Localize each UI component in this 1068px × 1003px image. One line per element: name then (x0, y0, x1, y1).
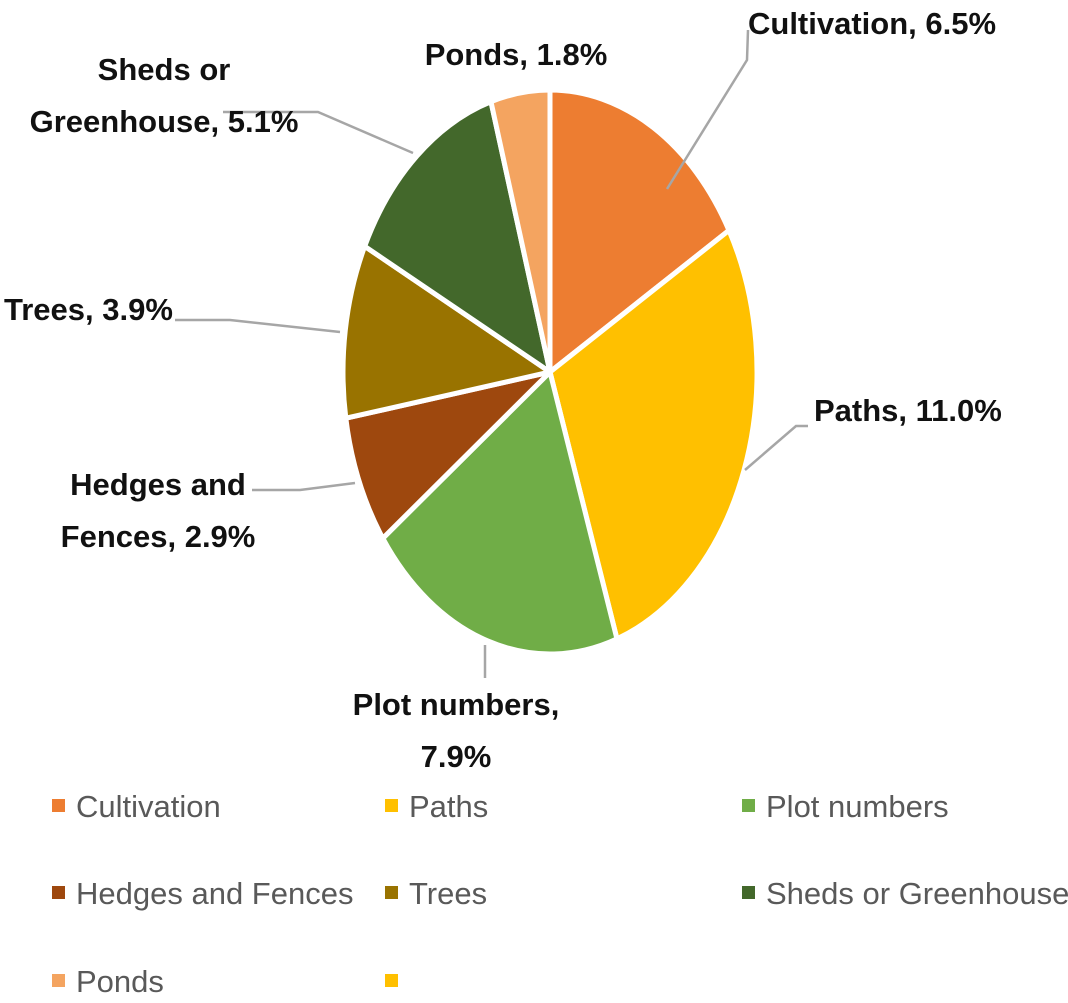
legend-swatch (742, 799, 755, 812)
data-labels: Cultivation, 6.5% Paths, 11.0% Plot number… (4, 6, 1002, 774)
pie-slice-paths (547, 227, 760, 642)
data-label-sheds-or-greenhouse: Sheds or Greenhouse, 5.1% (30, 52, 299, 139)
legend-swatch (385, 974, 398, 987)
legend-swatch (52, 799, 65, 812)
legend-entry-ponds: Ponds (52, 964, 164, 999)
leader-lines (175, 29, 808, 678)
legend: Cultivation Paths Plot numbers Hedges and F… (52, 789, 1068, 999)
data-label-hedges-and-fences: Hedges and Fences, 2.9% (61, 467, 256, 554)
legend-label: Cultivation (76, 789, 221, 824)
leader-line (744, 424, 808, 471)
legend-entry-trees: Trees (385, 876, 487, 911)
legend-entry-paths: Paths (385, 789, 488, 824)
legend-swatch (52, 974, 65, 987)
legend-entry-sheds-or-greenhouse: Sheds or Greenhouse (742, 876, 1068, 911)
legend-entry-plot-numbers: Plot numbers (742, 789, 949, 824)
leader-line (223, 110, 414, 155)
data-label-plot-numbers: Plot numbers, 7.9% (353, 687, 560, 774)
legend-swatch (385, 886, 398, 899)
data-label-cultivation: Cultivation, 6.5% (748, 6, 996, 41)
legend-label: Trees (409, 876, 487, 911)
data-label-paths: Paths, 11.0% (814, 393, 1002, 428)
legend-label: Plot numbers (766, 789, 949, 824)
legend-label: Hedges and Fences (76, 876, 353, 911)
pie-slice-ponds (488, 87, 553, 375)
legend-entry-hedges-and-fences: Hedges and Fences (52, 876, 353, 911)
legend-swatch (385, 799, 398, 812)
data-label-trees: Trees, 3.9% (4, 292, 173, 327)
pie-slice-hedges-and-fences (343, 369, 553, 541)
data-label-ponds: Ponds, 1.8% (425, 37, 608, 72)
legend-label: Ponds (76, 964, 164, 999)
leader-line (665, 29, 750, 190)
pie-slices (340, 87, 760, 657)
leader-line (175, 318, 341, 334)
leader-line (252, 481, 356, 492)
pie-slice-plot-numbers (380, 369, 620, 657)
legend-label: Sheds or Greenhouse (766, 876, 1068, 911)
legend-label: Paths (409, 789, 488, 824)
legend-swatch (52, 886, 65, 899)
legend-entry-blank (385, 974, 398, 987)
legend-entry-cultivation: Cultivation (52, 789, 221, 824)
legend-swatch (742, 886, 755, 899)
pie-slice-trees (340, 243, 553, 421)
